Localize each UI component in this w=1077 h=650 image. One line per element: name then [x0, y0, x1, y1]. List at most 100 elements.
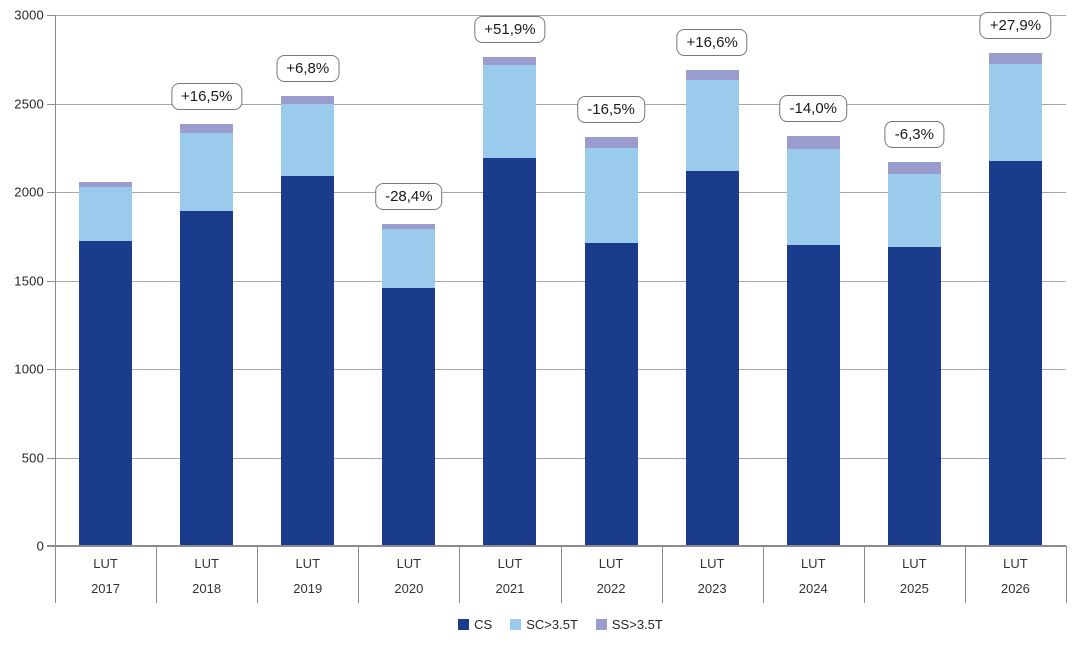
- legend-label: SS>3.5T: [611, 616, 663, 632]
- x-axis-label-year: 2018: [192, 581, 222, 596]
- x-axis-line: [47, 545, 1066, 547]
- x-category-separator: [1066, 546, 1067, 603]
- x-axis-label-2017: LUT 2017: [55, 548, 156, 605]
- x-axis-label-year: 2026: [1000, 581, 1030, 596]
- x-axis-label-2023: LUT 2023: [662, 548, 763, 605]
- x-axis-label-year: 2023: [697, 581, 727, 596]
- bar-segment-sc-2018: [180, 132, 234, 211]
- x-axis-label-year: 2017: [91, 581, 120, 596]
- x-axis-label-year: 2025: [899, 581, 929, 596]
- x-axis-label-top: LUT: [497, 556, 523, 571]
- bar-segment-cs-2023: [685, 170, 739, 546]
- x-axis-label-2018: LUT 2018: [156, 548, 257, 605]
- x-axis-label-year: 2019: [293, 581, 323, 596]
- gridline-2500: [55, 103, 1066, 105]
- x-axis-label-top: LUT: [194, 556, 219, 571]
- gridline-2000: [55, 192, 1066, 193]
- pct-change-callout-2021: +51,9%: [474, 15, 546, 43]
- bar-segment-sc-2019: [281, 104, 335, 177]
- x-axis-label-top: LUT: [902, 556, 927, 571]
- x-axis-label-top: LUT: [598, 556, 624, 571]
- gridline-1000: [55, 369, 1066, 370]
- bar-segment-cs-2020: [382, 287, 436, 546]
- bar-segment-cs-2018: [180, 210, 234, 546]
- y-axis-label-500: 500: [21, 450, 44, 465]
- bar-segment-cs-2017: [79, 240, 133, 546]
- pct-change-callout-2019: +6,8%: [276, 54, 340, 82]
- bar-segment-ss-2017: [79, 182, 133, 187]
- legend-item-ss: SS>3.5T: [595, 616, 663, 632]
- bar-segment-ss-2020: [382, 223, 436, 230]
- bar-segment-sc-2023: [685, 79, 739, 171]
- legend-item-sc: SC>3.5T: [510, 617, 578, 632]
- legend-item-cs: CS: [458, 617, 492, 632]
- y-axis-tick-1000: [47, 369, 55, 370]
- bar-segment-cs-2021: [483, 158, 537, 546]
- legend-label: SC>3.5T: [526, 616, 578, 632]
- y-axis-label-2500: 2500: [14, 96, 44, 111]
- x-axis-label-top: LUT: [1003, 556, 1028, 571]
- y-axis-label-2000: 2000: [14, 184, 44, 200]
- x-axis-label-2025: LUT 2025: [864, 548, 965, 605]
- x-axis-label-2019: LUT 2019: [257, 548, 358, 605]
- x-axis-label-year: 2022: [596, 581, 626, 596]
- x-category-separator: [156, 546, 158, 603]
- bar-segment-ss-2023: [685, 69, 739, 80]
- bar-segment-cs-2024: [786, 245, 840, 546]
- bar-segment-cs-2026: [988, 161, 1042, 546]
- y-axis-tick-1500: [47, 280, 55, 282]
- pct-change-callout-2026: +27,9%: [979, 12, 1052, 40]
- x-category-separator: [762, 546, 764, 603]
- x-category-separator: [257, 546, 259, 603]
- bar-segment-ss-2025: [887, 161, 941, 175]
- bar-segment-ss-2018: [180, 123, 234, 133]
- x-axis-label-2022: LUT 2022: [561, 548, 662, 605]
- x-category-separator: [863, 546, 865, 603]
- y-axis-tick-2500: [47, 103, 55, 105]
- y-axis-tick-3000: [47, 15, 55, 16]
- x-category-separator: [55, 546, 56, 603]
- x-axis-label-year: 2021: [495, 581, 525, 596]
- x-axis-label-top: LUT: [93, 556, 118, 571]
- pct-change-callout-2020: -28,4%: [375, 182, 443, 210]
- legend-swatch-icon: [458, 618, 470, 630]
- bar-segment-sc-2017: [79, 186, 133, 241]
- x-category-separator: [964, 546, 966, 603]
- y-axis-label-1000: 1000: [14, 361, 44, 377]
- gridline-500: [55, 457, 1066, 459]
- bar-segment-ss-2024: [786, 136, 840, 149]
- legend-swatch-icon: [595, 618, 607, 630]
- y-axis-tick-2000: [47, 192, 55, 193]
- y-axis-label-0: 0: [36, 538, 44, 554]
- x-category-separator: [459, 546, 461, 603]
- bar-segment-sc-2024: [786, 148, 840, 246]
- gridline-1500: [55, 280, 1066, 282]
- legend-swatch-icon: [510, 618, 522, 630]
- y-axis-tick-500: [47, 457, 55, 459]
- x-category-separator: [661, 546, 663, 603]
- legend-label: CS: [474, 616, 493, 632]
- bar-segment-cs-2019: [281, 176, 335, 546]
- bar-segment-cs-2025: [887, 246, 941, 546]
- x-axis-label-2020: LUT 2020: [358, 548, 459, 605]
- x-axis-label-top: LUT: [800, 556, 826, 571]
- y-axis-label-3000: 3000: [14, 7, 44, 23]
- bar-segment-ss-2022: [584, 137, 638, 148]
- pct-change-callout-2022: -16,5%: [577, 96, 645, 124]
- x-axis-label-top: LUT: [699, 556, 725, 571]
- x-axis-label-2024: LUT 2024: [763, 548, 864, 605]
- bar-segment-sc-2020: [382, 229, 436, 288]
- pct-change-callout-2023: +16,6%: [676, 28, 748, 56]
- pct-change-callout-2018: +16,5%: [170, 82, 243, 110]
- gridline-3000: [55, 15, 1066, 16]
- x-axis-label-top: LUT: [396, 556, 422, 571]
- x-axis-label-2026: LUT 2026: [965, 548, 1066, 605]
- bar-segment-ss-2026: [988, 53, 1042, 64]
- bar-segment-sc-2021: [483, 64, 537, 159]
- pct-change-callout-2025: -6,3%: [884, 120, 944, 148]
- x-axis-label-year: 2024: [798, 581, 828, 596]
- bar-segment-cs-2022: [584, 243, 638, 546]
- chart-legend: CS SC>3.5T SS>3.5T: [55, 615, 1066, 633]
- x-axis-label-year: 2020: [394, 581, 424, 596]
